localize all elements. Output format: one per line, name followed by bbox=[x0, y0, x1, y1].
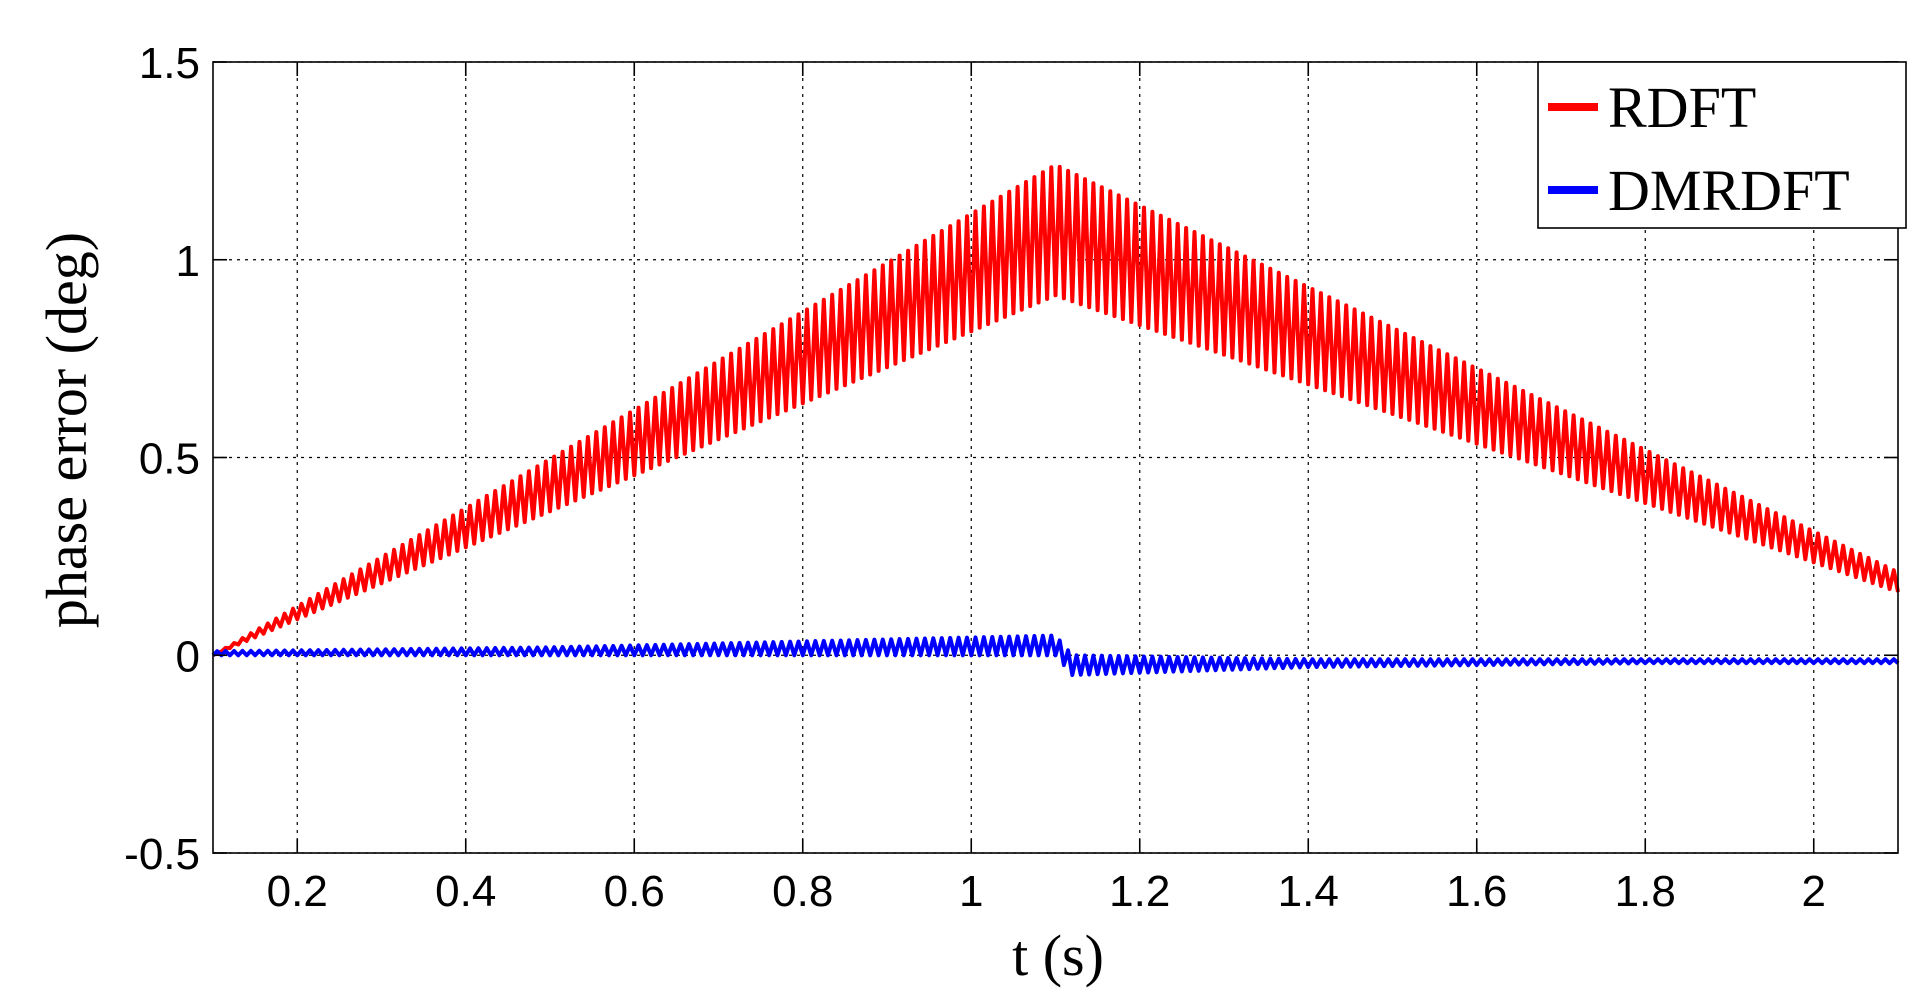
legend-box bbox=[1537, 61, 1907, 229]
x-tick-labels: 0.2 0.4 0.6 0.8 1 1.2 1.4 1.6 1.8 2 bbox=[267, 867, 1826, 916]
x-tick-label: 1.2 bbox=[1109, 867, 1170, 916]
y-tick-label: 1 bbox=[176, 237, 200, 286]
x-tick-label: 0.6 bbox=[604, 867, 665, 916]
x-tick-label: 1.8 bbox=[1615, 867, 1676, 916]
x-tick-label: 0.2 bbox=[267, 867, 328, 916]
x-tick-label: 1 bbox=[959, 867, 983, 916]
legend-label-rdft: RDFT bbox=[1608, 75, 1756, 140]
y-tick-label: 0.5 bbox=[139, 435, 200, 484]
x-tick-label: 0.4 bbox=[435, 867, 496, 916]
plot-series bbox=[211, 164, 1900, 677]
y-tick-label: 1.5 bbox=[139, 39, 200, 88]
y-tick-label: -0.5 bbox=[124, 830, 200, 879]
x-tick-label: 0.8 bbox=[772, 867, 833, 916]
x-tick-label: 1.6 bbox=[1446, 867, 1507, 916]
x-axis-title: t (s) bbox=[1012, 923, 1104, 988]
series-line-dmrdft bbox=[211, 633, 1900, 677]
y-tick-label: 0 bbox=[176, 632, 200, 681]
series-line-rdft bbox=[211, 164, 1900, 658]
x-tick-label: 1.4 bbox=[1278, 867, 1339, 916]
legend: RDFT DMRDFT bbox=[1537, 61, 1907, 229]
legend-label-dmrdft: DMRDFT bbox=[1608, 158, 1850, 223]
y-tick-labels: -0.5 0 0.5 1 1.5 bbox=[124, 39, 200, 879]
x-tick-label: 2 bbox=[1802, 867, 1826, 916]
y-axis-title: phase error (deg) bbox=[34, 232, 99, 628]
